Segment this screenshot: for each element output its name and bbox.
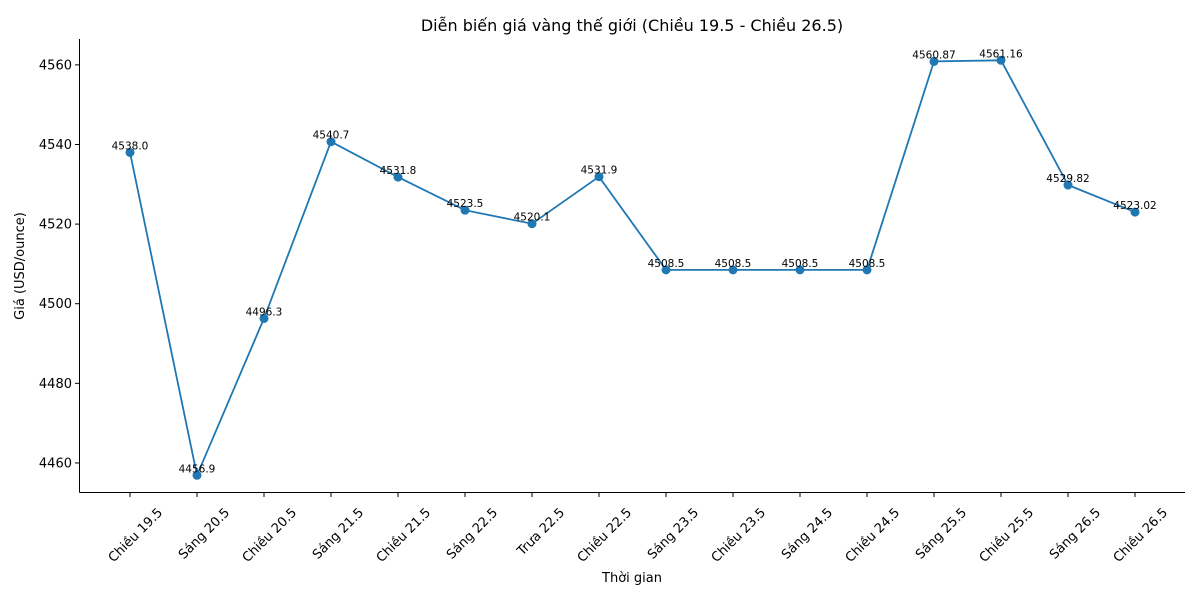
x-tick-label: Chiều 25.5 xyxy=(977,505,1037,565)
x-tick-label: Chiều 23.5 xyxy=(709,505,769,565)
data-point xyxy=(125,147,135,157)
x-tick-label: Sáng 21.5 xyxy=(310,505,367,562)
data-point xyxy=(326,137,336,147)
data-label: 4531.9 xyxy=(581,165,618,177)
y-axis-label: Giá (USD/ounce) xyxy=(13,212,28,320)
data-point xyxy=(527,219,537,229)
y-tick-label: 4520 xyxy=(39,218,72,233)
x-tick-label: Sáng 20.5 xyxy=(176,505,233,562)
x-tick-label: Trưa 22.5 xyxy=(514,505,568,559)
data-label: 4529.82 xyxy=(1046,173,1089,185)
data-label: 4540.7 xyxy=(313,130,350,142)
data-label: 4508.5 xyxy=(648,258,685,270)
x-tick-label: Sáng 25.5 xyxy=(913,505,970,562)
x-tick-label: Sáng 24.5 xyxy=(779,505,836,562)
data-point xyxy=(1063,180,1073,190)
data-point xyxy=(393,172,403,182)
y-ticks: 4460 4480 4500 4520 4540 4560 xyxy=(39,58,80,471)
x-tick-label: Chiều 20.5 xyxy=(240,505,300,565)
data-point xyxy=(996,55,1006,65)
x-tick-label: Chiều 19.5 xyxy=(106,505,166,565)
y-tick-label: 4540 xyxy=(39,138,72,153)
data-label: 4560.87 xyxy=(912,49,955,61)
chart-title: Diễn biến giá vàng thế giới (Chiều 19.5 … xyxy=(421,16,843,35)
x-axis-label: Thời gian xyxy=(601,571,662,586)
data-label: 4523.02 xyxy=(1113,200,1156,212)
data-point xyxy=(728,265,738,275)
data-point xyxy=(862,265,872,275)
x-ticks: Chiều 19.5 Sáng 20.5 Chiều 20.5 Sáng 21.5 Ch… xyxy=(106,492,1171,566)
x-tick-label: Sáng 26.5 xyxy=(1047,505,1104,562)
series: 4538.0 4456.9 4496.3 4540.7 4531.8 4523.5 4520… xyxy=(112,48,1157,480)
data-point xyxy=(259,313,269,323)
data-label: 4523.5 xyxy=(447,198,484,210)
data-point xyxy=(192,470,202,480)
y-tick-label: 4500 xyxy=(39,297,72,312)
x-tick-label: Chiều 21.5 xyxy=(374,505,434,565)
data-label: 4508.5 xyxy=(715,258,752,270)
data-point xyxy=(594,172,604,182)
data-point xyxy=(795,265,805,275)
data-point xyxy=(460,205,470,215)
data-label: 4531.8 xyxy=(380,165,417,177)
data-point xyxy=(661,265,671,275)
y-tick-label: 4560 xyxy=(39,58,72,73)
data-label: 4508.5 xyxy=(849,258,886,270)
data-label: 4538.0 xyxy=(112,140,149,152)
data-label: 4496.3 xyxy=(246,306,283,318)
y-tick-label: 4480 xyxy=(39,377,72,392)
data-point xyxy=(1130,207,1140,217)
data-label: 4508.5 xyxy=(782,258,819,270)
x-tick-label: Chiều 24.5 xyxy=(843,505,903,565)
data-label: 4520.1 xyxy=(514,212,551,224)
data-label: 4456.9 xyxy=(179,463,216,475)
x-tick-label: Chiều 22.5 xyxy=(575,505,635,565)
x-tick-label: Sáng 23.5 xyxy=(645,505,702,562)
data-label: 4561.16 xyxy=(979,48,1023,60)
x-tick-label: Chiều 26.5 xyxy=(1111,505,1171,565)
series-line xyxy=(129,59,1136,479)
x-tick-label: Sáng 22.5 xyxy=(444,505,501,562)
y-tick-label: 4460 xyxy=(39,456,72,471)
data-point xyxy=(929,56,939,66)
